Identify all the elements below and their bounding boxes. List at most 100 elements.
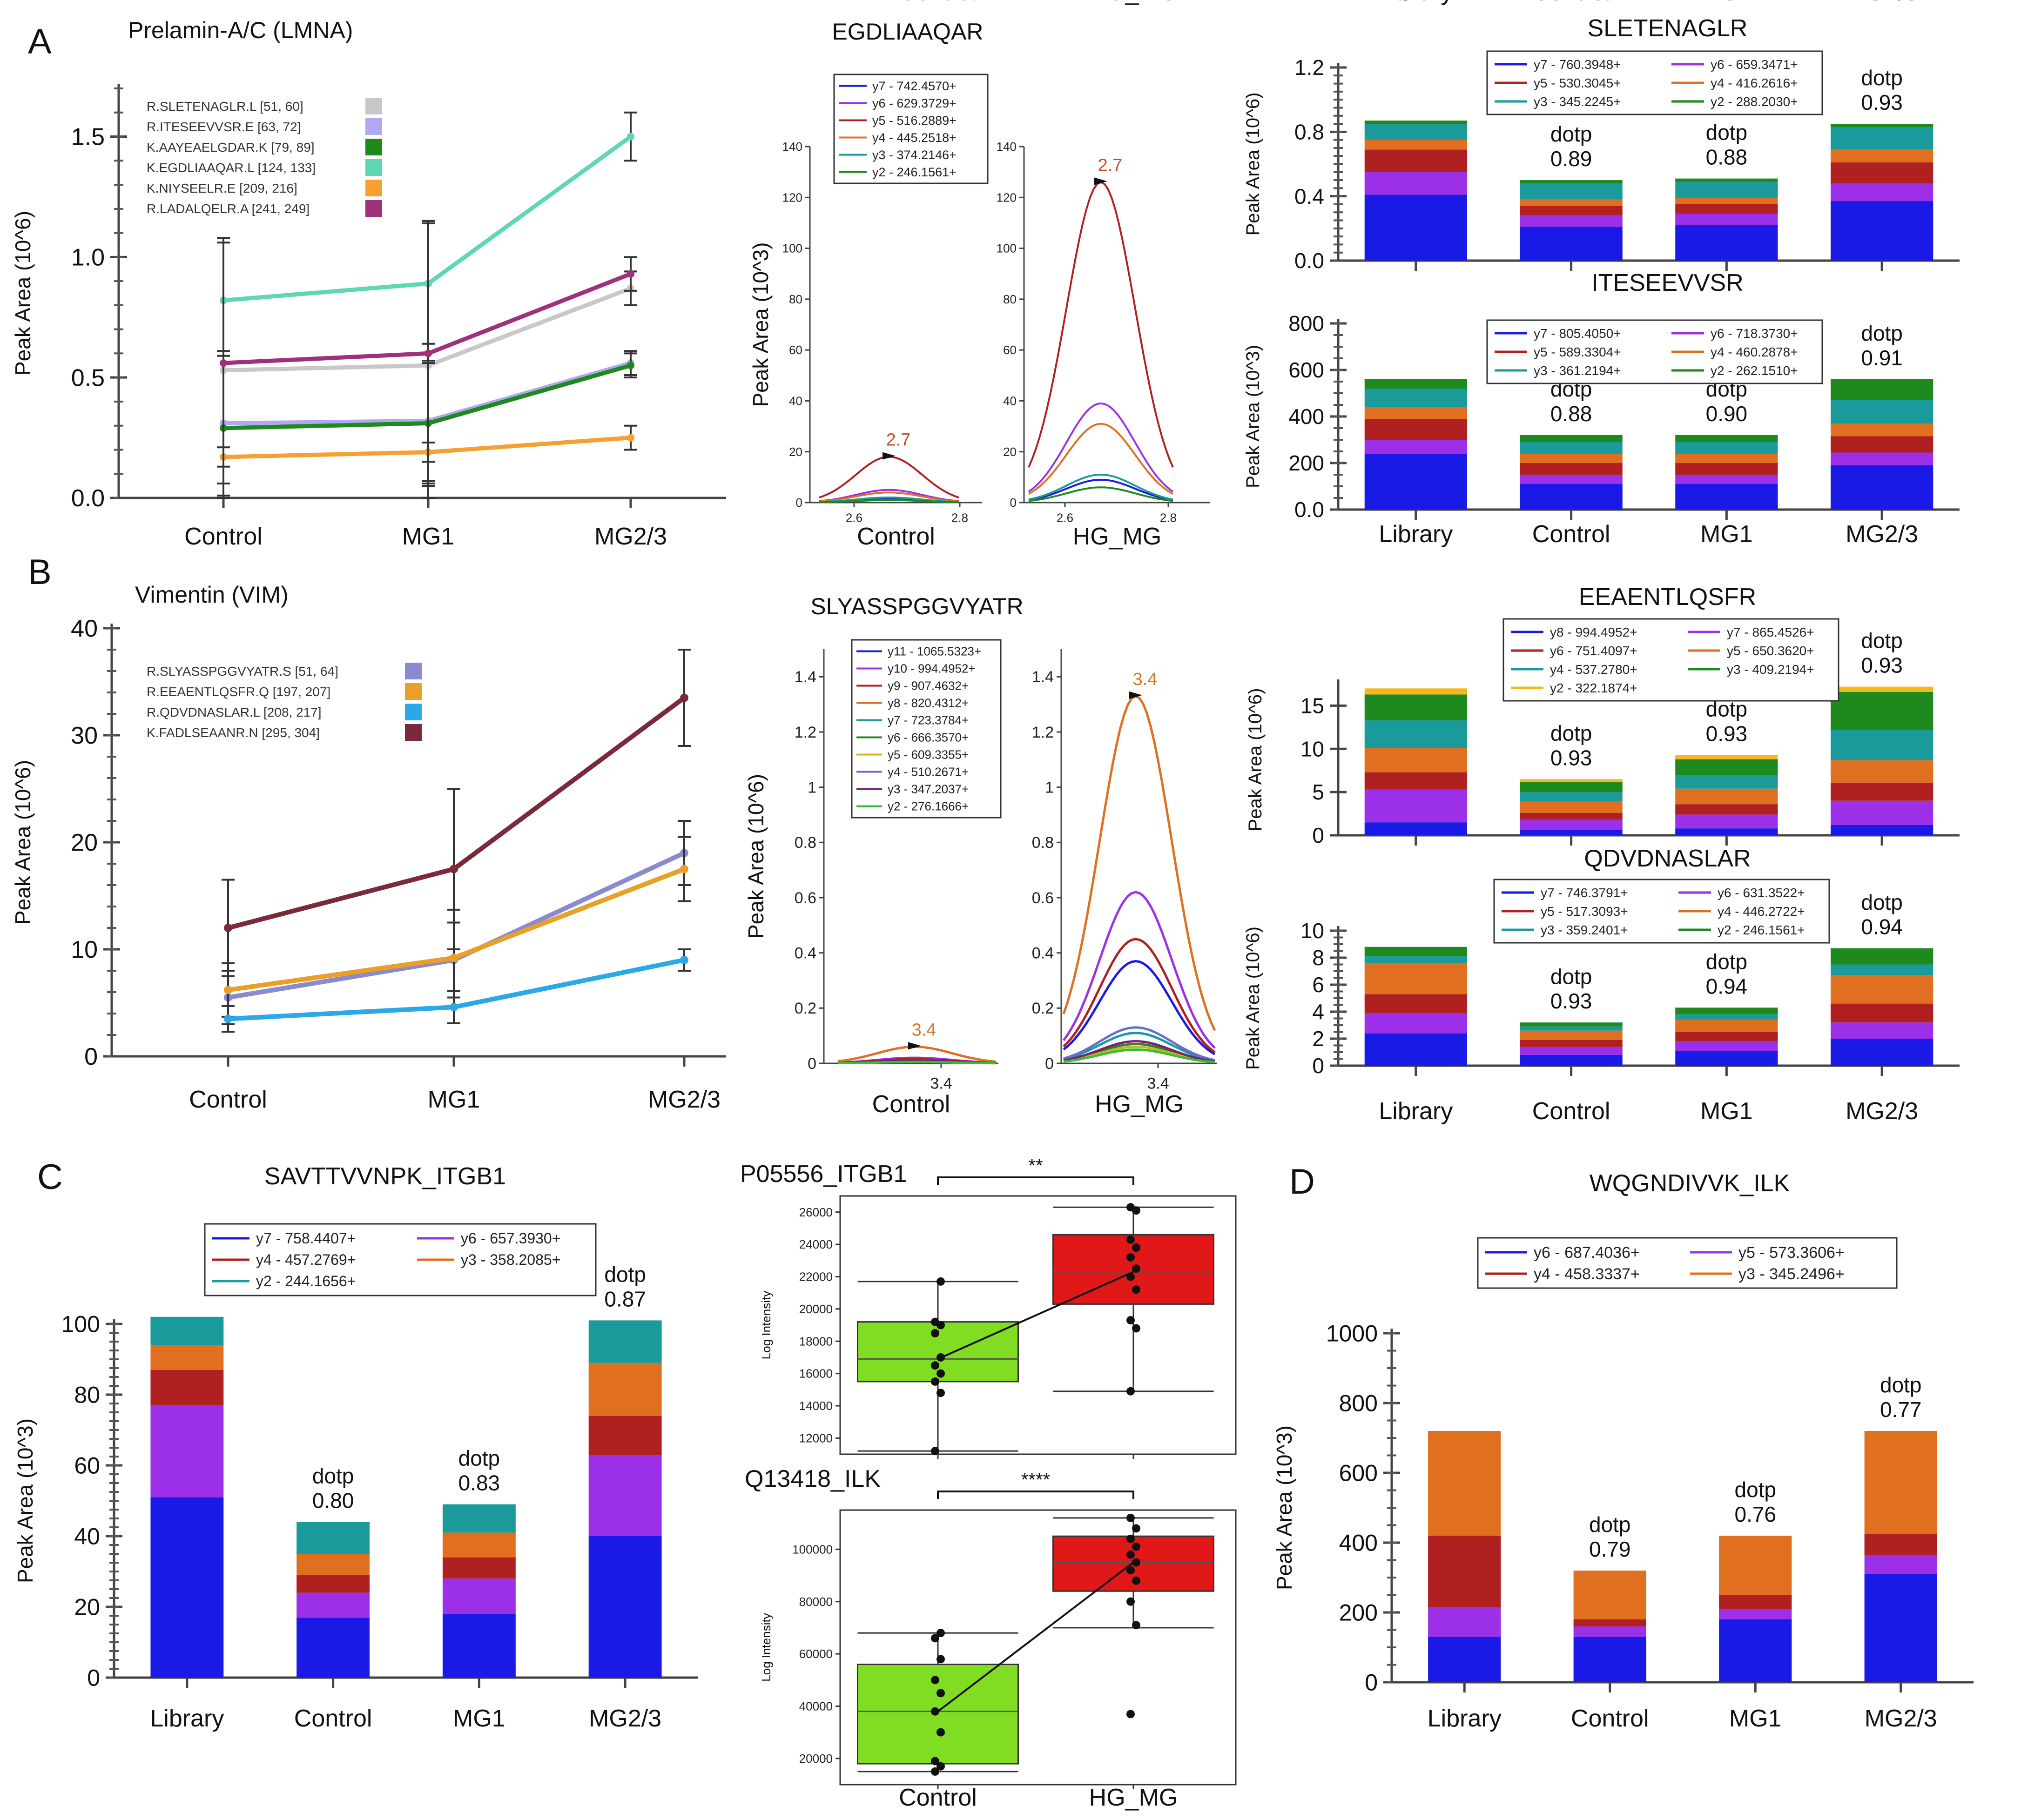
- x-tick-label: 3.4: [1147, 1075, 1169, 1092]
- bar-segment-y7: [1520, 484, 1623, 510]
- legend-label: y7 - 865.4526+: [1727, 625, 1814, 639]
- x-tick-label: Control: [1532, 521, 1610, 548]
- bar-segment-y8: [1520, 830, 1623, 835]
- bar-segment-y2: [1675, 435, 1778, 442]
- trace-y8: [1062, 695, 1216, 1031]
- bar-segment-y6: [1364, 440, 1468, 454]
- y-tick-label: 40000: [799, 1699, 833, 1713]
- dotp-value: 0.91: [1861, 346, 1903, 370]
- x-tick-label: Control: [1532, 0, 1610, 6]
- legend-label: y6 - 631.3522+: [1718, 886, 1805, 900]
- y-tick-label: 20: [74, 1594, 100, 1620]
- y-tick-label: 120: [997, 190, 1017, 204]
- data-point: [931, 1634, 939, 1643]
- x-tick-label: 2.6: [1057, 511, 1073, 525]
- dotp-label: dotp: [1861, 66, 1903, 90]
- bar-segment-y3: [1364, 694, 1468, 720]
- legend-label: y3 - 374.2146+: [872, 148, 957, 162]
- legend-label: R.SLETENAGLR.L [51, 60]: [147, 99, 303, 114]
- data-point: [936, 1762, 945, 1771]
- bar-segment-y3: [1675, 181, 1778, 198]
- bar-segment-y3: [1675, 759, 1778, 775]
- data-point: [936, 1728, 945, 1737]
- y-tick-label: 80: [74, 1382, 100, 1408]
- bar-segment-y6: [1520, 475, 1623, 484]
- y-tick-label: 100000: [792, 1542, 833, 1556]
- y-axis-label: Peak Area (10^3): [13, 1418, 37, 1583]
- stacked-bar-eeaentlqsfr: EEAENTLQSFR Peak Area (10^6) 0 5 10 15 Library…: [1245, 0, 1960, 847]
- x-tick-label: 2.8: [1160, 511, 1177, 525]
- legend-swatch: [365, 180, 382, 196]
- bar-segment-y3: [150, 1345, 224, 1370]
- stacked-bar-wqgndivvk-ilk: WQGNDIVVK_ILK Peak Area (10^3) 0 200 400 600 8…: [1272, 1170, 1974, 1732]
- y-tick-label: 40: [74, 1524, 100, 1550]
- y-tick-label: 0.2: [1032, 1000, 1054, 1017]
- bar-segment-y6: [1428, 1637, 1501, 1682]
- y-tick-label: 100: [997, 242, 1017, 255]
- data-point: [1132, 1285, 1140, 1294]
- chart-title: EGDLIAAQAR: [832, 19, 983, 45]
- y-tick-label: 30: [71, 722, 98, 749]
- bar-segment-y4: [150, 1370, 224, 1405]
- bar-segment-y4: [1428, 1536, 1501, 1607]
- line-chart-lmna: Prelamin-A/C (LMNA) Peak Area (10^6) 0.0 0.…: [11, 17, 726, 550]
- legend-label: y11 - 1065.5323+: [888, 645, 981, 658]
- x-tick-label: Library: [150, 1705, 224, 1732]
- x-tick-label: Control: [294, 1705, 372, 1732]
- bar-segment-y2: [1675, 755, 1778, 759]
- dotp-label: dotp: [1550, 721, 1592, 745]
- bar-segment-y5: [1830, 1003, 1933, 1023]
- y-tick-label: 12000: [799, 1431, 833, 1445]
- legend-box: [851, 639, 1002, 819]
- bar-segment-y6: [296, 1592, 370, 1618]
- x-tick-label: MG2/3: [1846, 521, 1918, 548]
- y-tick-label: 1.5: [71, 124, 105, 151]
- legend-label: y2 - 276.1666+: [888, 799, 969, 813]
- panel-letter-c: C: [37, 1157, 63, 1197]
- legend-label: y2 - 246.1561+: [872, 165, 957, 179]
- x-tick-label: MG1: [1700, 0, 1753, 6]
- dotp-label: dotp: [1550, 122, 1592, 146]
- legend-label: y9 - 907.4632+: [888, 679, 969, 693]
- bar-segment-y5: [1364, 419, 1468, 440]
- bar-segment-y6: [1520, 215, 1623, 227]
- data-point: [936, 1369, 945, 1378]
- x-tick-label: MG2/3: [1846, 0, 1918, 6]
- legend-label: y3 - 345.2245+: [1534, 94, 1621, 109]
- bar-segment-y7: [588, 1536, 662, 1678]
- significance-label: **: [1028, 1155, 1043, 1176]
- bar-segment-y7: [1830, 1039, 1933, 1066]
- legend-label: y5 - 589.3304+: [1534, 345, 1621, 359]
- dotp-value: 0.77: [1880, 1397, 1922, 1422]
- panel-letter-a: A: [28, 22, 52, 61]
- dotp-label: dotp: [312, 1464, 354, 1488]
- x-tick-label: Control: [899, 1784, 977, 1811]
- dotp-value: 0.94: [1706, 974, 1748, 998]
- bar-segment-y7: [1364, 454, 1468, 510]
- x-tick-label: MG2/3: [648, 1086, 721, 1113]
- x-tick-label: Control: [1532, 0, 1610, 6]
- subplot-label: HG_MG: [1073, 523, 1162, 550]
- x-tick-label: 2.8: [951, 511, 968, 525]
- y-tick-label: 400: [1339, 1530, 1378, 1556]
- bar-segment-y7: [1675, 225, 1778, 261]
- series-point: [450, 1003, 458, 1012]
- dotp-label: dotp: [604, 1263, 646, 1287]
- series-point: [424, 349, 432, 357]
- bar-segment-y3: [1428, 1431, 1501, 1536]
- data-point: [1132, 1576, 1140, 1585]
- peak-rt-label: 3.4: [912, 1020, 936, 1040]
- data-point: [931, 1329, 939, 1337]
- stacked-bar-savttvvnpk-itgb1: SAVTTVVNPK_ITGB1 Peak Area (10^3) 0 20 40 60 8…: [13, 1163, 698, 1732]
- bar-segment-y6: [1364, 172, 1468, 195]
- bar-segment-y5: [1428, 1607, 1501, 1637]
- bar-segment-y7: [1675, 484, 1778, 510]
- y-tick-label: 15: [1300, 694, 1324, 718]
- legend-box: [204, 1223, 597, 1296]
- bar-segment-y5: [1364, 149, 1468, 172]
- x-tick-label: Library: [1379, 1098, 1453, 1125]
- y-tick-label: 0: [808, 1055, 816, 1073]
- legend-label: K.EGDLIAAQAR.L [124, 133]: [147, 161, 316, 175]
- peak-marker: [1129, 691, 1142, 699]
- y-tick-label: 100: [61, 1311, 100, 1337]
